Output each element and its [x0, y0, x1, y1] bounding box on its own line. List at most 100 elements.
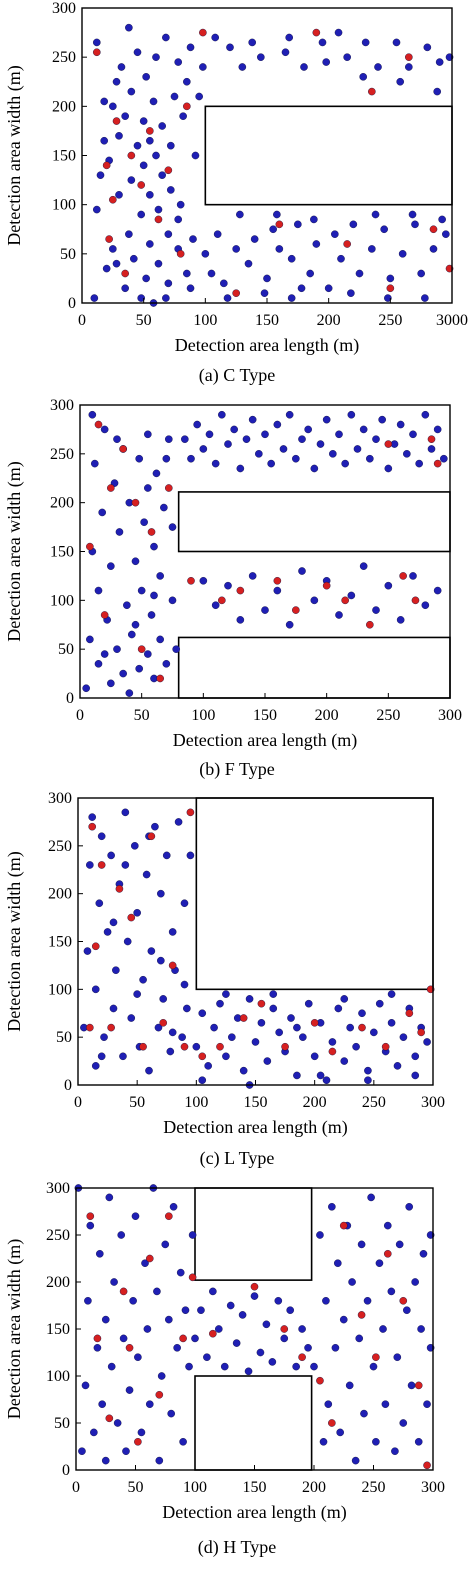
x-tick-label: 200: [315, 707, 339, 724]
sensor-point: [152, 469, 161, 478]
sensor-point: [248, 415, 257, 424]
sensor-point: [260, 289, 269, 297]
y-tick-label: 100: [48, 981, 72, 998]
sensor-point: [146, 240, 154, 248]
sensor-point: [102, 264, 111, 273]
sensor-point: [359, 562, 368, 570]
x-tick-label: 200: [302, 1479, 326, 1496]
sensor-point-red: [102, 161, 111, 170]
sensor-point: [211, 459, 220, 468]
sensor-point: [142, 274, 150, 283]
sensor-point: [293, 1023, 301, 1032]
sensor-point: [150, 542, 158, 551]
y-tick-label: 0: [64, 1077, 72, 1094]
sensor-point: [86, 635, 94, 644]
y-tick-label: 150: [50, 544, 74, 561]
sensor-point: [285, 33, 294, 42]
sensor-point: [101, 1456, 110, 1465]
sensor-point: [164, 279, 173, 288]
sensor-point: [421, 294, 429, 302]
x-tick-label: 250: [378, 312, 402, 329]
sensor-point: [244, 1367, 253, 1376]
sensor-point-red: [176, 250, 185, 258]
sensor-point: [396, 420, 405, 429]
sensor-point: [96, 171, 105, 179]
y-tick-label: 300: [50, 397, 74, 414]
sensor-point: [180, 980, 189, 989]
sensor-point: [83, 947, 92, 955]
sensor-point: [286, 1306, 295, 1314]
x-tick-label: 100: [183, 1479, 207, 1496]
sensor-point: [135, 664, 143, 673]
sensor-point: [411, 1278, 419, 1286]
sensor-point: [421, 601, 430, 610]
sensor-point-red: [134, 1438, 142, 1446]
sensor-point-red: [112, 117, 121, 125]
sensor-point: [125, 230, 133, 238]
sensor-point: [172, 645, 180, 653]
sensor-point: [347, 410, 356, 419]
sensor-point: [222, 990, 230, 998]
sensor-point: [310, 1362, 318, 1371]
sensor-point: [236, 616, 245, 624]
sensor-point: [355, 1334, 364, 1343]
sensor-point: [340, 1057, 349, 1065]
sensor-point: [174, 215, 182, 224]
sensor-point: [349, 220, 358, 229]
sensor-point: [144, 650, 152, 658]
obstacle-rect: [194, 1187, 313, 1281]
sensor-point: [205, 430, 214, 439]
sensor-point: [366, 454, 374, 463]
sensor-point: [112, 966, 120, 975]
sensor-point: [125, 1386, 134, 1394]
sensor-point-red: [88, 822, 96, 831]
sensor-point-red: [366, 620, 374, 629]
sensor-point: [442, 230, 450, 238]
sensor-point: [201, 250, 210, 258]
sensor-point: [198, 1009, 207, 1018]
sensor-point: [310, 596, 319, 605]
sensor-point-red: [168, 961, 177, 970]
x-tick-label: 300: [438, 707, 462, 724]
sensor-point-red: [139, 1042, 147, 1051]
sensor-point: [374, 63, 382, 71]
x-tick-label: 300: [421, 1479, 445, 1496]
sensor-point: [179, 1438, 187, 1446]
sensor-point: [88, 410, 97, 419]
sensor-point: [150, 591, 158, 600]
sensor-point: [347, 591, 356, 600]
sensor-point-red: [86, 1023, 94, 1032]
sensor-point: [123, 601, 131, 610]
sensor-point: [423, 43, 432, 52]
x-tick-label: 50: [134, 707, 150, 724]
sensor-point: [244, 259, 253, 268]
sensor-point: [207, 269, 216, 278]
sensor-point: [230, 425, 238, 434]
sensor-point: [187, 454, 195, 463]
sensor-point-red: [411, 596, 420, 605]
sensor-point: [158, 122, 166, 130]
sensor-point-red: [322, 581, 331, 590]
sensor-point-red: [86, 542, 94, 551]
sensor-point: [328, 1203, 336, 1211]
sensor-point: [273, 210, 281, 219]
sensor-point: [179, 112, 187, 120]
sensor-point: [214, 1325, 223, 1333]
sensor-point-red: [343, 240, 351, 248]
sensor-point: [98, 1400, 106, 1408]
sensor-point: [198, 1076, 207, 1085]
sensor-point: [157, 1372, 166, 1380]
sensor-point: [298, 567, 306, 575]
sensor-point: [174, 58, 182, 66]
sensor-point-red: [119, 445, 127, 453]
sensor-point: [279, 445, 288, 453]
sensor-point: [144, 430, 152, 439]
sensor-point: [423, 1400, 431, 1408]
sensor-point-red: [155, 1391, 164, 1399]
sensor-point: [345, 1381, 354, 1390]
sensor-point: [164, 230, 173, 238]
sensor-point: [257, 1019, 266, 1027]
sensor-point: [358, 1009, 366, 1018]
sensor-point: [364, 1076, 372, 1085]
